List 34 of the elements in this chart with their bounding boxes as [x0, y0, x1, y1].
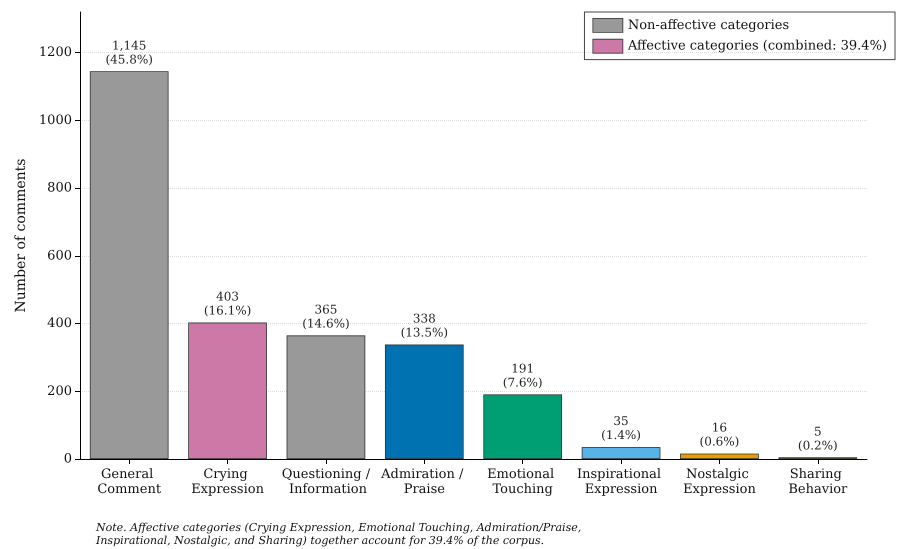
data-label: 338 (13.5%) [400, 312, 448, 340]
legend-label: Affective categories (combined: 39.4%) [626, 38, 888, 54]
y-tick-label: 200 [47, 384, 72, 399]
bar [582, 447, 660, 459]
legend-label: Non-affective categories [628, 18, 790, 33]
y-tick-label: 0 [64, 452, 72, 466]
y-tick-label: 1000 [38, 112, 72, 128]
y-tick-label: 1200 [38, 45, 72, 60]
y-axis-title: Number of comments [13, 158, 30, 312]
bar [384, 344, 464, 459]
x-tick-label: Nostalgic Expression [683, 467, 756, 497]
y-tick-label: 400 [47, 316, 72, 332]
bar [188, 322, 267, 459]
text: Note. Affective categories (Crying Expression, Emotional Touching, Admiration/Praise, Inspirational, Nostalgic, and Sharing) together account for 39.4% of the corpus. [95, 521, 582, 547]
data-label: 35 (1.4%) [601, 414, 641, 442]
y-tick-label: 600 [47, 248, 72, 264]
data-label: 191 (7.6%) [502, 361, 543, 390]
data-label: 1,145 (45.8%) [105, 38, 153, 66]
data-label: 365 (14.6%) [302, 302, 350, 330]
x-tick-label: Questioning / Information [282, 467, 371, 497]
y-tick-label: 800 [47, 180, 72, 196]
x-tick-label: Crying Expression [191, 467, 265, 497]
bar [680, 454, 759, 459]
x-tick-label: Emotional Touching [487, 467, 558, 497]
x-tick-label: Admiration / Praise [380, 467, 468, 497]
data-label: 403 (16.1%) [204, 290, 252, 318]
x-tick-label: General Comment [97, 467, 162, 497]
data-label: 5 (0.2%) [798, 424, 838, 452]
x-tick-label: Sharing Behavior [788, 467, 848, 497]
bar [286, 335, 366, 459]
x-tick-label: Inspirational Expression [576, 467, 666, 497]
data-label: 16 (0.6%) [700, 420, 740, 449]
bar [90, 71, 169, 459]
bar [483, 394, 562, 459]
